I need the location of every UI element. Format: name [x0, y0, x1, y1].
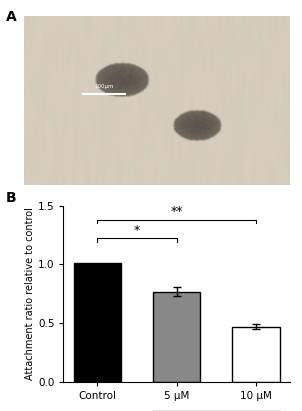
Text: B: B	[6, 191, 17, 205]
Text: **: **	[170, 206, 183, 219]
Bar	[74, 263, 121, 382]
Text: 100µm: 100µm	[94, 84, 114, 89]
Bar	[153, 291, 201, 382]
Text: *: *	[134, 224, 140, 237]
Bar	[232, 327, 280, 382]
Text: A: A	[6, 10, 17, 24]
Y-axis label: Attachment ratio relative to control: Attachment ratio relative to control	[25, 208, 35, 380]
